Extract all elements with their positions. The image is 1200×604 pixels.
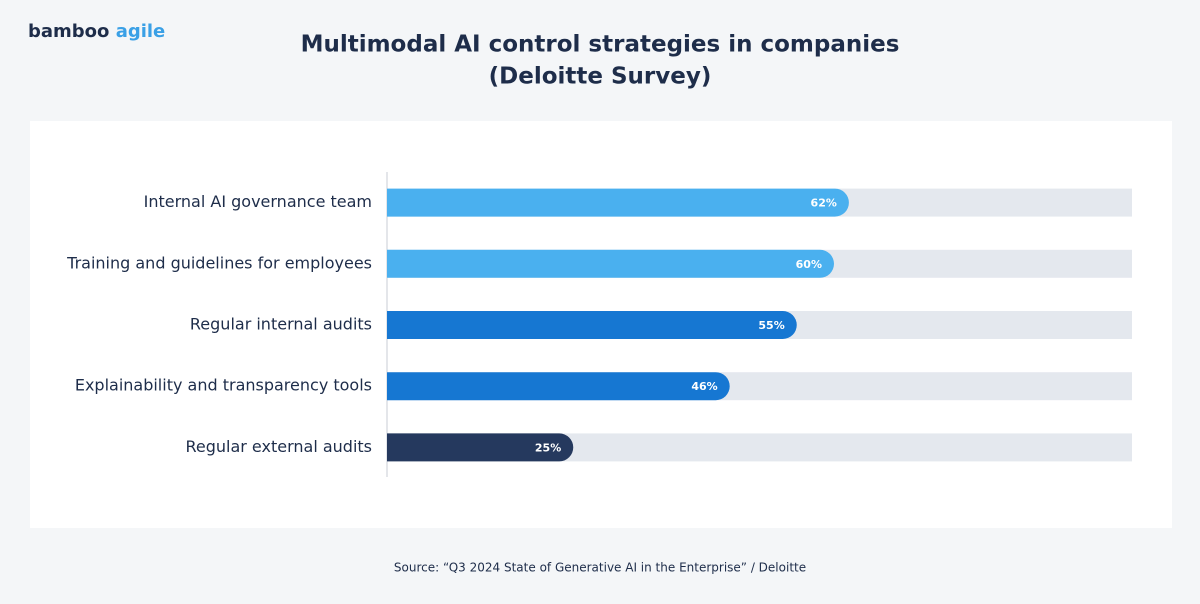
bar	[387, 433, 574, 462]
value-label: 60%	[796, 258, 822, 271]
value-label: 55%	[758, 319, 784, 332]
chart-title: Multimodal AI control strategies in comp…	[301, 32, 900, 58]
bar	[387, 249, 834, 278]
category-label: Training and guidelines for employees	[66, 253, 372, 272]
value-label: 62%	[811, 197, 837, 210]
logo: bamboo agile	[28, 21, 165, 42]
logo-accent: agile	[116, 21, 166, 42]
logo-brand: bamboo	[28, 21, 109, 42]
value-label: 46%	[691, 380, 717, 393]
bar	[387, 372, 730, 401]
bar	[387, 188, 849, 217]
source: Source: “Q3 2024 State of Generative AI …	[394, 561, 806, 575]
value-label: 25%	[535, 441, 561, 454]
category-label: Explainability and transparency tools	[75, 376, 372, 395]
chart-subtitle: (Deloitte Survey)	[489, 64, 712, 90]
category-label: Regular external audits	[185, 437, 372, 456]
category-label: Internal AI governance team	[144, 192, 372, 211]
category-label: Regular internal audits	[190, 315, 372, 334]
bar	[387, 311, 797, 339]
